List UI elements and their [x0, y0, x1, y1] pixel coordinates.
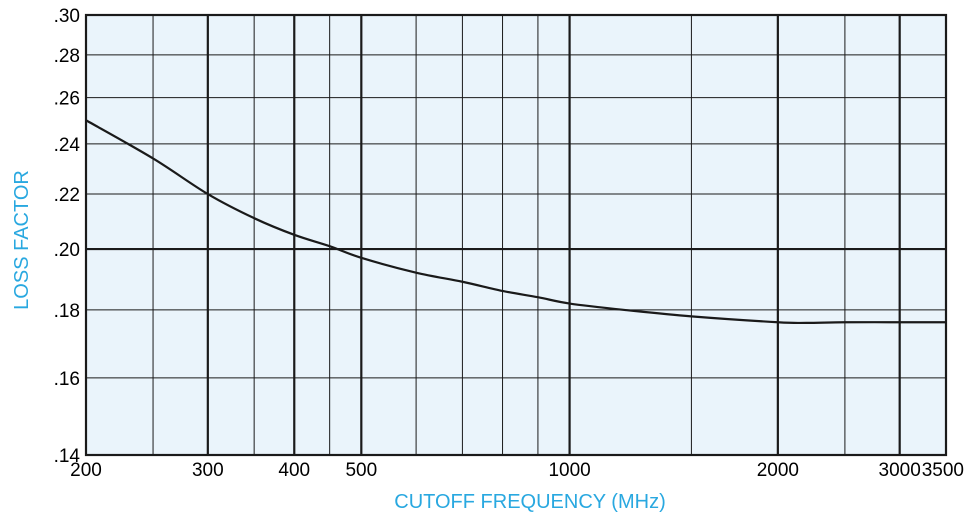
x-tick-label: 300: [192, 460, 224, 481]
loss-factor-curve: [85, 119, 946, 325]
x-tick-label: 3000: [879, 460, 921, 481]
plot-frame: [84, 13, 948, 457]
x-tick-label: 500: [345, 460, 377, 481]
x-tick-label: 3500: [922, 460, 964, 481]
y-tick-label: .20: [54, 240, 80, 261]
x-axis-tick-labels: 200 300 400 500 1000 2000 3000 3500: [70, 460, 964, 481]
y-tick-label: .26: [54, 89, 80, 110]
x-tick-label: 400: [278, 460, 310, 481]
y-tick-label: .16: [54, 369, 80, 390]
plot-area: [86, 15, 946, 455]
y-axis-title: LOSS FACTOR: [11, 170, 33, 310]
x-axis-title: CUTOFF FREQUENCY (MHz): [394, 491, 665, 513]
y-axis-tick-labels: .14 .16 .18 .20 .22 .24 .26 .28 .30: [54, 6, 81, 467]
y-tick-label: .22: [54, 185, 80, 206]
x-tick-label: 1000: [548, 460, 590, 481]
y-tick-label: .18: [54, 301, 80, 322]
y-tick-label: .30: [54, 6, 80, 27]
x-tick-label: 200: [70, 460, 102, 481]
y-tick-label: .28: [54, 46, 80, 67]
x-tick-label: 2000: [757, 460, 799, 481]
grid-lines: [86, 15, 946, 455]
y-tick-label: .14: [54, 446, 81, 467]
y-tick-label: .24: [54, 135, 81, 156]
